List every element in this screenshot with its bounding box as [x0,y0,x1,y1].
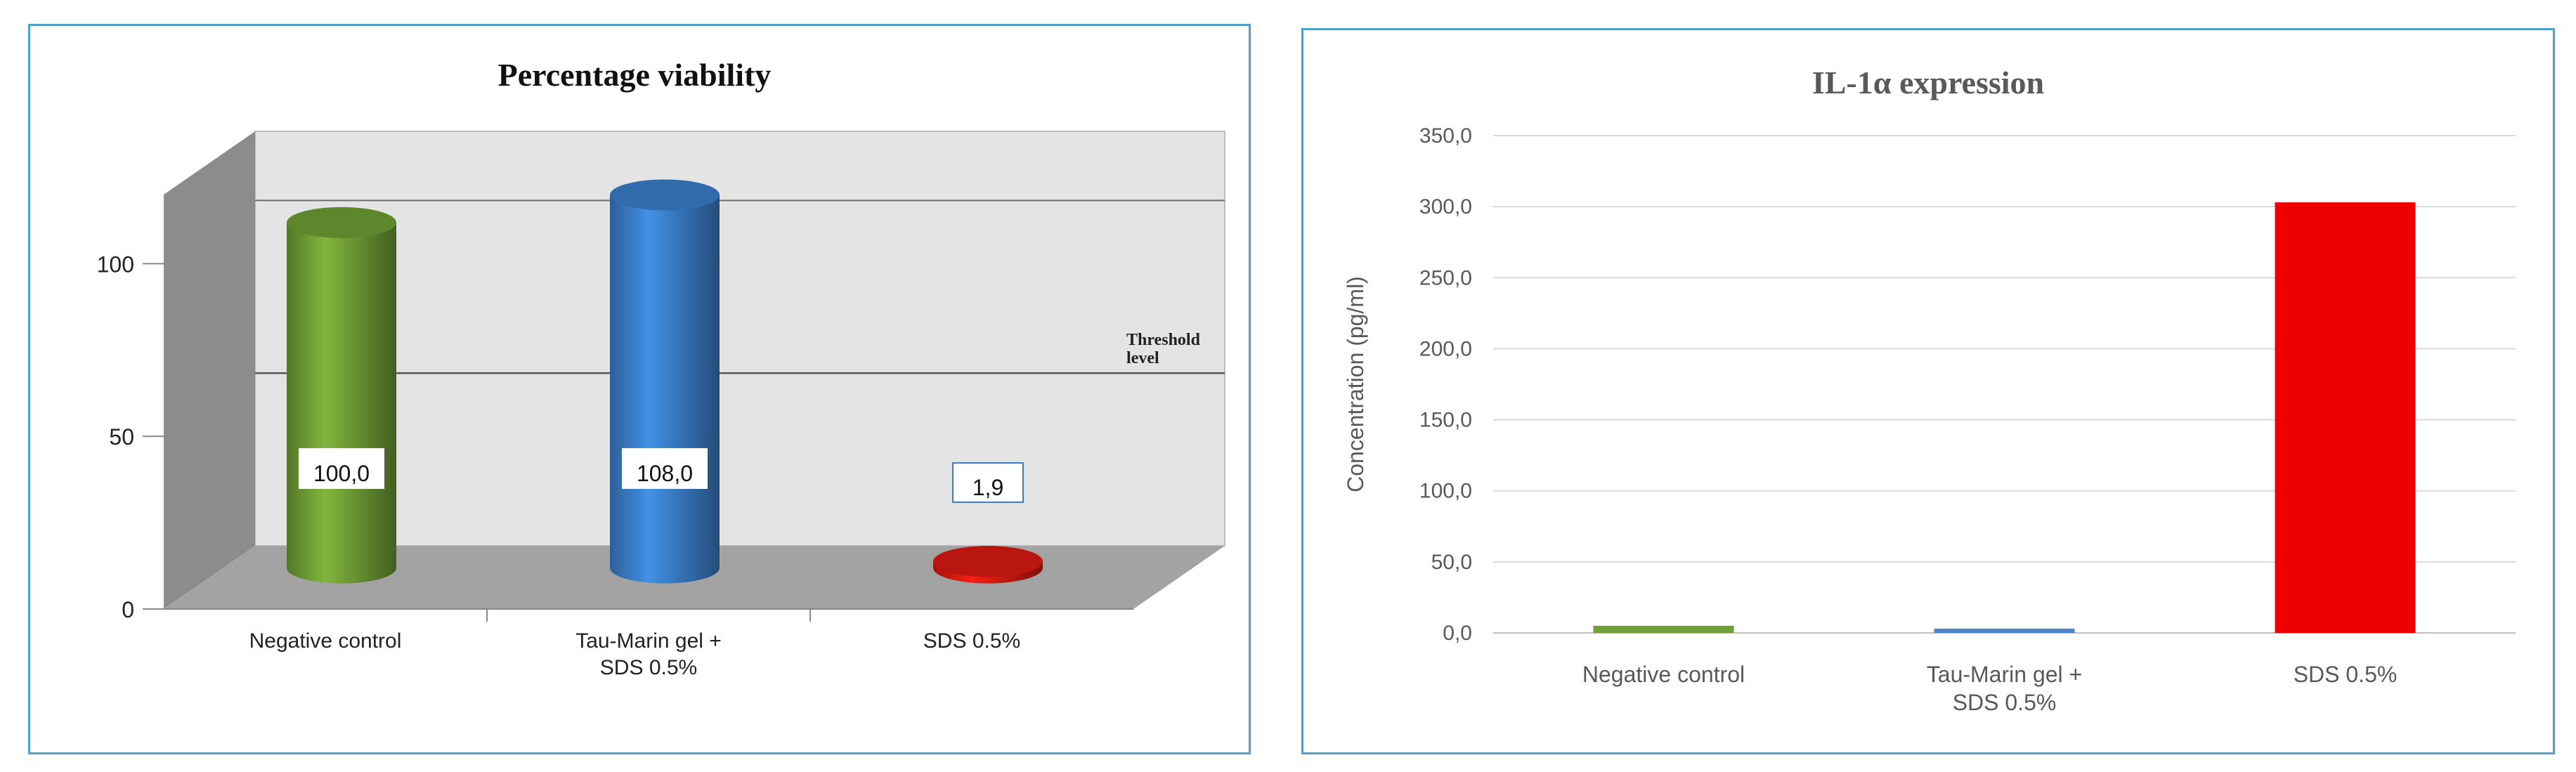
y-tick-label: 100 [97,251,134,277]
bar [287,222,396,584]
y-tick-label: 50,0 [1431,551,1472,574]
y-tick-label: 100,0 [1419,480,1472,503]
chart-title: IL-1α expression [1812,65,2044,100]
y-tick-label: 0,0 [1443,622,1472,645]
il1a-chart: IL-1α expression 0,0 50,0 100,0 150,0 200,0 25… [1343,65,2516,715]
category-label: Negative control [249,629,402,653]
data-label: 108,0 [637,461,693,486]
viability-chart-panel: Percentage viability Threshold level 0 50 100… [28,24,1251,754]
data-label-box [952,462,1024,503]
chart-title: Percentage viability [498,57,772,93]
category-label: SDS 0.5% [2294,662,2398,687]
bar [610,195,720,584]
data-label: 100,0 [313,461,370,486]
y-axis-label: Concentration (pg/ml) [1343,276,1368,492]
y-tick-label: 350,0 [1419,124,1472,148]
back-wall [254,131,1225,547]
data-label-box [622,448,708,489]
y-tick-label: 250,0 [1419,266,1472,289]
bar [2275,202,2416,633]
y-tick-label: 50 [109,424,134,450]
bar-top [933,546,1043,577]
y-tick-label: 200,0 [1419,337,1472,360]
bar [1934,628,2075,633]
category-label: Tau-Marin gel + SDS 0.5% [1927,662,2082,715]
viability-chart: Percentage viability Threshold level 0 50 100… [97,57,1225,679]
category-label: Tau-Marin gel + SDS 0.5% [575,629,722,679]
data-label-box [299,448,384,489]
bar [1593,625,1734,633]
il1a-chart-panel: IL-1α expression 0,0 50,0 100,0 150,0 200,0 25… [1301,28,2555,754]
category-label: Negative control [1582,662,1745,687]
threshold-label: Threshold level [1126,331,1201,367]
y-tick-label: 0 [122,597,134,622]
bar-top [610,179,720,211]
side-wall [164,131,255,609]
y-tick-label: 300,0 [1419,195,1472,218]
bar-top [287,207,396,238]
y-tick-label: 150,0 [1419,409,1472,432]
category-label: SDS 0.5% [923,629,1020,653]
data-label: 1,9 [972,475,1003,500]
